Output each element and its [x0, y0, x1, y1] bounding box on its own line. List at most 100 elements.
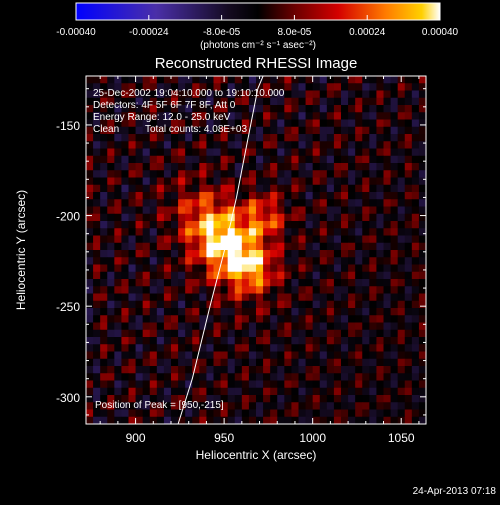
heatmap-cell: [333, 76, 342, 84]
heatmap-cell: [86, 177, 94, 186]
heatmap-cell: [206, 221, 214, 229]
heatmap-cell: [213, 112, 221, 120]
heatmap-cell: [411, 308, 420, 316]
heatmap-cell: [319, 279, 328, 287]
heatmap-cell: [206, 351, 214, 360]
heatmap-cell: [305, 206, 314, 215]
heatmap-cell: [142, 308, 151, 316]
heatmap-cell: [100, 344, 108, 352]
heatmap-cell: [284, 148, 292, 157]
heatmap-cell: [326, 126, 335, 135]
heatmap-cell: [411, 380, 420, 389]
heatmap-cell: [383, 163, 391, 171]
heatmap-cell: [199, 242, 207, 251]
heatmap-cell: [291, 380, 299, 389]
heatmap-cell: [142, 373, 151, 381]
heatmap-cell: [341, 257, 349, 265]
heatmap-cell: [171, 300, 179, 309]
heatmap-cell: [121, 184, 129, 193]
heatmap-cell: [149, 170, 158, 178]
heatmap-cell: [178, 177, 186, 186]
heatmap-cell: [319, 300, 328, 309]
heatmap-cell: [93, 344, 101, 352]
heatmap-cell: [369, 271, 377, 280]
heatmap-cell: [149, 409, 158, 418]
heatmap-cell: [305, 228, 314, 236]
heatmap-cell: [156, 206, 165, 215]
heatmap-cell: [100, 126, 108, 135]
heatmap-cell: [341, 286, 349, 294]
heatmap-cell: [284, 228, 292, 236]
heatmap-cell: [404, 228, 413, 236]
heatmap-cell: [270, 286, 278, 294]
heatmap-cell: [355, 76, 363, 84]
heatmap-cell: [355, 112, 363, 120]
heatmap-cell: [121, 126, 129, 135]
heatmap-cell: [128, 366, 136, 374]
heatmap-cell: [121, 366, 129, 374]
heatmap-cell: [121, 105, 129, 113]
heatmap-cell: [213, 83, 221, 91]
heatmap-cell: [128, 90, 136, 99]
heatmap-cell: [305, 366, 314, 374]
heatmap-cell: [284, 213, 292, 222]
heatmap-cell: [376, 366, 384, 374]
heatmap-cell: [234, 192, 243, 200]
heatmap-cell: [142, 286, 151, 294]
heatmap-cell: [404, 351, 413, 360]
heatmap-cell: [178, 344, 186, 352]
heatmap-cell: [149, 242, 158, 251]
heatmap-cell: [156, 242, 165, 251]
heatmap-cell: [156, 119, 165, 128]
heatmap-cell: [277, 387, 285, 396]
heatmap-cell: [284, 366, 292, 374]
heatmap-cell: [163, 155, 172, 164]
heatmap-cell: [362, 387, 370, 396]
heatmap-cell: [156, 76, 165, 84]
heatmap-cell: [100, 416, 108, 424]
heatmap-cell: [100, 373, 108, 381]
heatmap-cell: [107, 402, 115, 410]
heatmap-cell: [171, 155, 179, 164]
heatmap-cell: [418, 329, 426, 338]
heatmap-cell: [114, 242, 122, 251]
heatmap-cell: [291, 177, 299, 186]
heatmap-cell: [192, 126, 200, 135]
heatmap-cell: [291, 286, 299, 294]
heatmap-cell: [383, 271, 391, 280]
heatmap-cell: [298, 134, 306, 142]
heatmap-cell: [149, 279, 158, 287]
heatmap-cell: [312, 271, 321, 280]
heatmap-cell: [220, 184, 229, 193]
heatmap-cell: [206, 170, 214, 178]
heatmap-cell: [171, 177, 179, 186]
heatmap-cell: [185, 112, 193, 120]
heatmap-cell: [326, 148, 335, 157]
heatmap-cell: [192, 402, 200, 410]
heatmap-cell: [312, 242, 321, 251]
heatmap-cell: [404, 206, 413, 215]
heatmap-cell: [121, 416, 129, 424]
heatmap-cell: [220, 155, 229, 164]
heatmap-cell: [284, 235, 292, 244]
heatmap-cell: [362, 416, 370, 424]
heatmap-cell: [326, 271, 335, 280]
heatmap-cell: [256, 126, 264, 135]
heatmap-cell: [298, 213, 306, 222]
heatmap-cell: [362, 213, 370, 222]
heatmap-cell: [291, 83, 299, 91]
heatmap-cell: [135, 308, 144, 316]
heatmap-cell: [305, 395, 314, 403]
heatmap-cell: [234, 199, 243, 207]
heatmap-cell: [185, 235, 193, 244]
heatmap-cell: [128, 199, 136, 207]
heatmap-cell: [256, 409, 264, 418]
heatmap-cell: [206, 279, 214, 287]
heatmap-cell: [248, 409, 257, 418]
heatmap-cell: [312, 402, 321, 410]
heatmap-cell: [93, 90, 101, 99]
heatmap-cell: [270, 148, 278, 157]
heatmap-cell: [305, 184, 314, 193]
heatmap-cell: [149, 112, 158, 120]
heatmap-cell: [185, 315, 193, 323]
